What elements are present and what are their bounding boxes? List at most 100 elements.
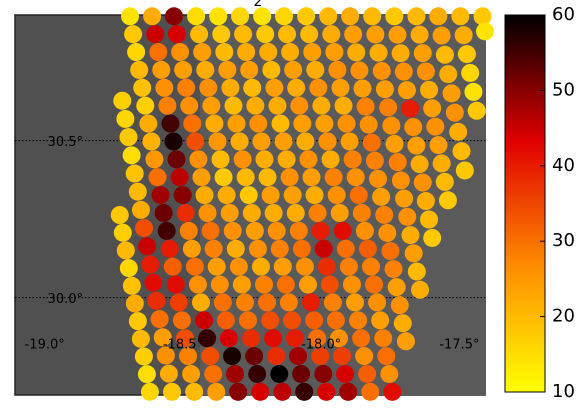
footprint (190, 25, 208, 43)
footprint (280, 293, 298, 311)
footprint (287, 79, 305, 97)
footprint (423, 99, 441, 117)
footprint (398, 81, 416, 99)
footprint (174, 186, 192, 204)
footprint (192, 293, 210, 311)
footprint (164, 258, 182, 276)
footprint (186, 132, 204, 150)
footprint (302, 168, 320, 186)
footprint (353, 204, 371, 222)
footprint (392, 171, 410, 189)
footprint (275, 7, 293, 25)
footprint (146, 25, 164, 43)
footprint (231, 7, 249, 25)
footprint (212, 150, 230, 168)
footprint (224, 97, 242, 115)
footprint (296, 258, 314, 276)
footprint (217, 311, 235, 329)
footprint (411, 26, 429, 44)
footprint (171, 43, 189, 61)
footprint (420, 210, 438, 228)
footprint (129, 183, 147, 201)
footprint (229, 383, 247, 401)
footprint (138, 237, 156, 255)
footprint (139, 115, 157, 133)
footprint (265, 204, 283, 222)
footprint (116, 110, 134, 128)
footprint (386, 135, 404, 153)
footprint (205, 240, 223, 258)
footprint (220, 329, 238, 347)
footprint (119, 128, 137, 146)
footprint (353, 79, 371, 97)
footprint (182, 365, 200, 383)
footprint (196, 61, 214, 79)
footprint (324, 293, 342, 311)
footprint (187, 7, 205, 25)
footprint (208, 132, 226, 150)
footprint (275, 132, 293, 150)
footprint (423, 229, 441, 247)
footprint (352, 329, 370, 347)
footprint (376, 80, 394, 98)
footprint (350, 61, 368, 79)
y-tick-label: 30.0° (48, 292, 83, 307)
footprint (357, 98, 375, 116)
footprint (451, 7, 469, 25)
footprint (429, 7, 447, 25)
footprint (433, 27, 451, 45)
footprint (356, 222, 374, 240)
footprint (358, 365, 376, 383)
footprint (268, 97, 286, 115)
footprint (341, 132, 359, 150)
footprint (315, 115, 333, 133)
footprint (138, 365, 156, 383)
footprint (183, 240, 201, 258)
footprint (355, 347, 373, 365)
footprint (251, 383, 269, 401)
footprint (180, 222, 198, 240)
footprint (309, 204, 327, 222)
footprint (341, 7, 359, 25)
footprint (211, 276, 229, 294)
footprint (414, 44, 432, 62)
footprint (312, 222, 330, 240)
footprint (127, 43, 145, 61)
footprint (165, 7, 183, 25)
footprint (337, 240, 355, 258)
x-tick-label: -17.5° (439, 338, 479, 353)
footprint (388, 278, 406, 296)
footprint (160, 365, 178, 383)
footprint (199, 204, 217, 222)
colorbar-tick-label: 10 (552, 381, 575, 402)
footprint (233, 276, 251, 294)
footprint (161, 115, 179, 133)
footprint (255, 276, 273, 294)
footprint (135, 347, 153, 365)
footprint (378, 224, 396, 242)
footprint (379, 98, 397, 116)
footprint (253, 7, 271, 25)
footprint (248, 365, 266, 383)
footprint (274, 258, 292, 276)
footprint (295, 383, 313, 401)
footprint (458, 45, 476, 63)
footprint (344, 25, 362, 43)
footprint (339, 383, 357, 401)
footprint (111, 206, 129, 224)
footprint (328, 186, 346, 204)
footprint (284, 186, 302, 204)
footprint (170, 293, 188, 311)
footprint (193, 43, 211, 61)
footprint (165, 132, 183, 150)
footprint (296, 132, 314, 150)
footprint (366, 25, 384, 43)
footprint (221, 79, 239, 97)
footprint (135, 219, 153, 237)
footprint (249, 115, 267, 133)
footprint (113, 92, 131, 110)
footprint (192, 168, 210, 186)
footprint (334, 222, 352, 240)
footprint (270, 365, 288, 383)
footprint (152, 186, 170, 204)
